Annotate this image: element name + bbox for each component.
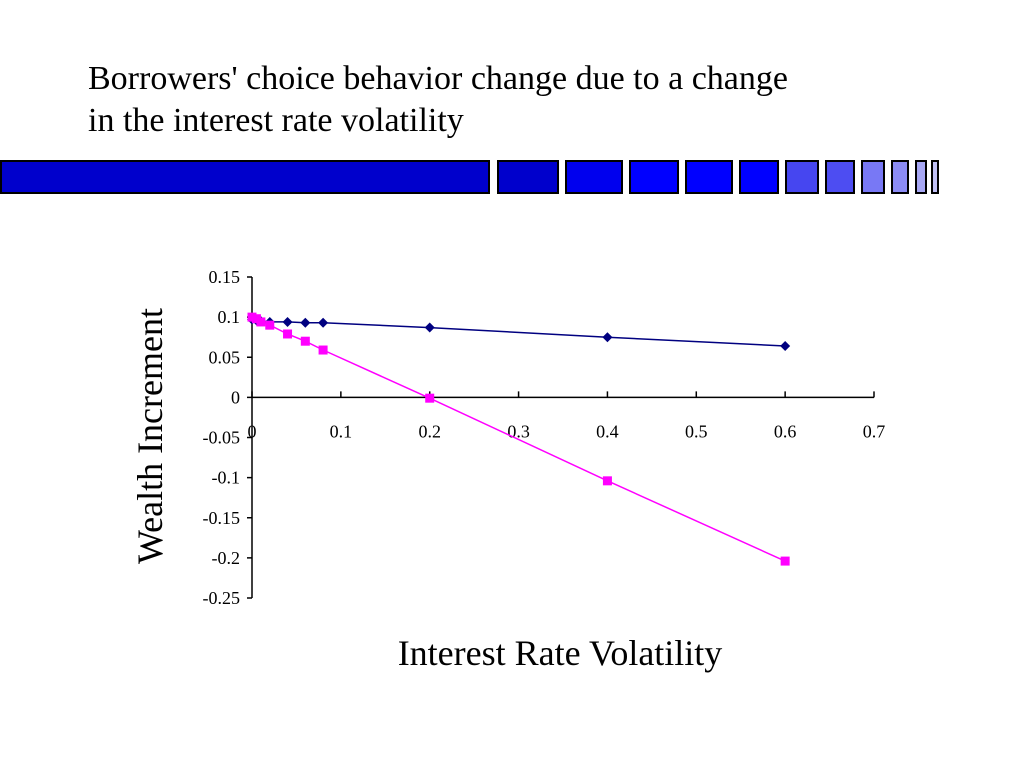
bar-block-1 <box>497 160 559 194</box>
data-point-square <box>265 320 275 330</box>
bar-block-9 <box>891 160 909 194</box>
slide-title-line-1: Borrowers' choice behavior change due to… <box>88 60 788 97</box>
slide-title: Borrowers' choice behavior change due to… <box>88 58 948 142</box>
bar-block-2 <box>565 160 623 194</box>
data-point-square <box>318 345 328 355</box>
data-point-square <box>256 317 266 327</box>
bar-block-5 <box>739 160 779 194</box>
data-point-diamond <box>602 332 613 343</box>
bar-block-7 <box>825 160 855 194</box>
y-tick-label: 0.1 <box>218 307 241 327</box>
y-tick-label: 0.05 <box>209 347 241 367</box>
y-tick-label: -0.25 <box>203 588 241 608</box>
x-tick-label: 0.6 <box>774 421 797 441</box>
x-tick-label: 0 <box>248 421 257 441</box>
data-point-diamond <box>282 316 293 327</box>
data-point-square <box>300 336 310 346</box>
bar-block-4 <box>685 160 733 194</box>
y-tick-label: -0.15 <box>203 508 241 528</box>
bar-block-8 <box>861 160 885 194</box>
data-point-square <box>602 476 612 486</box>
y-axis-title: Wealth Increment <box>130 308 170 564</box>
x-tick-label: 0.7 <box>863 421 886 441</box>
slide-title-line-2: in the interest rate volatility <box>88 102 464 139</box>
y-tick-label: -0.1 <box>212 468 241 488</box>
decorative-bar <box>0 160 939 194</box>
data-point-diamond <box>780 341 791 352</box>
bar-block-main <box>0 160 490 194</box>
data-point-diamond <box>424 322 435 333</box>
x-tick-label: 0.3 <box>507 421 530 441</box>
x-axis-title: Interest Rate Volatility <box>398 633 723 673</box>
x-tick-label: 0.2 <box>418 421 441 441</box>
x-tick-label: 0.1 <box>330 421 353 441</box>
data-point-diamond <box>318 317 329 328</box>
series-1-line <box>251 318 786 347</box>
bar-block-10 <box>915 160 927 194</box>
y-tick-label: -0.2 <box>212 548 241 568</box>
x-tick-label: 0.4 <box>596 421 619 441</box>
data-point-square <box>780 556 790 566</box>
data-point-square <box>425 393 435 403</box>
y-tick-label: 0.15 <box>209 267 241 287</box>
data-point-square <box>283 329 293 339</box>
bar-block-11 <box>931 160 939 194</box>
series-1 <box>247 314 791 352</box>
y-tick-label: -0.05 <box>203 428 241 448</box>
series-2 <box>247 312 790 566</box>
bar-block-3 <box>629 160 679 194</box>
chart-axes <box>247 276 875 599</box>
chart-series <box>247 312 791 566</box>
data-point-diamond <box>300 317 311 328</box>
x-tick-label: 0.5 <box>685 421 708 441</box>
y-tick-label: 0 <box>231 387 240 407</box>
bar-block-6 <box>785 160 819 194</box>
